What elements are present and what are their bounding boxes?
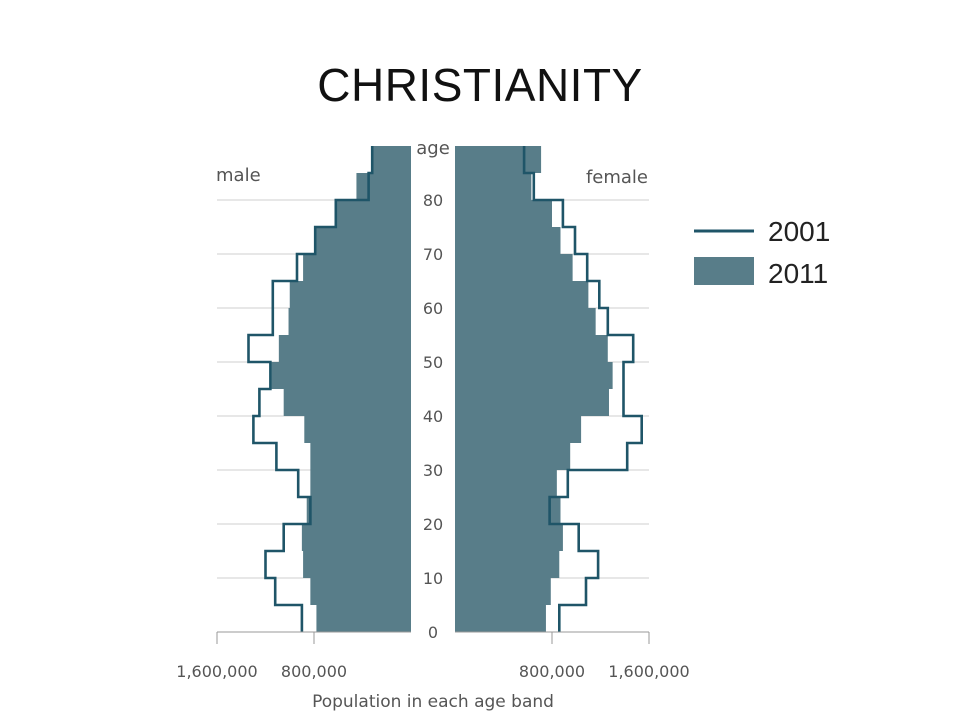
bars-layer xyxy=(271,146,613,632)
bar-2011-female-65-69 xyxy=(455,254,573,281)
bar-2011-male-10-14 xyxy=(303,551,411,578)
bar-2011-male-60-64 xyxy=(289,281,411,308)
bar-2011-male-30-34 xyxy=(310,443,411,470)
bar-2011-female-45-49 xyxy=(455,362,613,389)
bar-2011-female-10-14 xyxy=(455,551,560,578)
bar-2011-male-20-24 xyxy=(306,497,411,524)
age-tick-30: 30 xyxy=(423,461,443,480)
age-tick-40: 40 xyxy=(423,407,443,426)
age-tick-10: 10 xyxy=(423,569,443,588)
bar-2011-male-75-79 xyxy=(335,200,411,227)
legend-2011-label: 2011 xyxy=(768,258,828,289)
age-tick-0: 0 xyxy=(428,623,438,642)
bar-2011-female-25-29 xyxy=(455,470,557,497)
bar-2011-male-25-29 xyxy=(310,470,411,497)
legend-2001-label: 2001 xyxy=(768,216,830,247)
age-tick-20: 20 xyxy=(423,515,443,534)
bar-2011-male-35-39 xyxy=(304,416,411,443)
bar-2011-female-0-4 xyxy=(455,605,546,632)
bar-2011-male-65-69 xyxy=(303,254,411,281)
bar-2011-male-80-84 xyxy=(356,173,411,200)
bar-2011-female-15-19 xyxy=(455,524,563,551)
x-tick-left-1600k: 1,600,000 xyxy=(176,662,257,681)
age-tick-50: 50 xyxy=(423,353,443,372)
x-tick-right-800k: 800,000 xyxy=(519,662,585,681)
age-axis-label: age xyxy=(416,138,450,159)
slide-title: CHRISTIANITY xyxy=(317,59,643,111)
female-label: female xyxy=(586,167,648,188)
bar-2011-female-80-84 xyxy=(455,173,532,200)
bar-2011-male-55-59 xyxy=(288,308,411,335)
bar-2011-female-75-79 xyxy=(455,200,552,227)
bar-2011-female-70-74 xyxy=(455,227,561,254)
bar-2011-female-50-54 xyxy=(455,335,608,362)
bar-2011-male-40-44 xyxy=(283,389,411,416)
bar-2011-male-70-74 xyxy=(315,227,411,254)
bar-2011-male-85-89 xyxy=(372,146,411,173)
bar-2011-female-35-39 xyxy=(455,416,582,443)
bar-2011-male-0-4 xyxy=(316,605,411,632)
x-tick-left-800k: 800,000 xyxy=(281,662,347,681)
bar-2011-female-30-34 xyxy=(455,443,571,470)
bar-2011-female-20-24 xyxy=(455,497,561,524)
age-tick-60: 60 xyxy=(423,299,443,318)
bar-2011-male-45-49 xyxy=(271,362,411,389)
age-tick-80: 80 xyxy=(423,191,443,210)
line-2001-female xyxy=(522,146,643,632)
bar-2011-male-5-9 xyxy=(310,578,411,605)
bar-2011-female-40-44 xyxy=(455,389,609,416)
axis-layer: 0 10 20 30 40 50 60 70 80 xyxy=(216,191,650,644)
x-tick-right-1600k: 1,600,000 xyxy=(608,662,689,681)
bar-2011-male-15-19 xyxy=(301,524,411,551)
line-2001-male xyxy=(247,146,374,632)
bar-2011-female-85-89 xyxy=(455,146,542,173)
legend-2011-swatch xyxy=(694,257,754,285)
age-tick-70: 70 xyxy=(423,245,443,264)
bar-2011-female-55-59 xyxy=(455,308,596,335)
male-label: male xyxy=(216,165,261,186)
x-axis-label: Population in each age band xyxy=(312,692,554,712)
bar-2011-female-5-9 xyxy=(455,578,551,605)
bar-2011-male-50-54 xyxy=(278,335,411,362)
outline-layer xyxy=(247,146,643,632)
bar-2011-female-60-64 xyxy=(455,281,589,308)
